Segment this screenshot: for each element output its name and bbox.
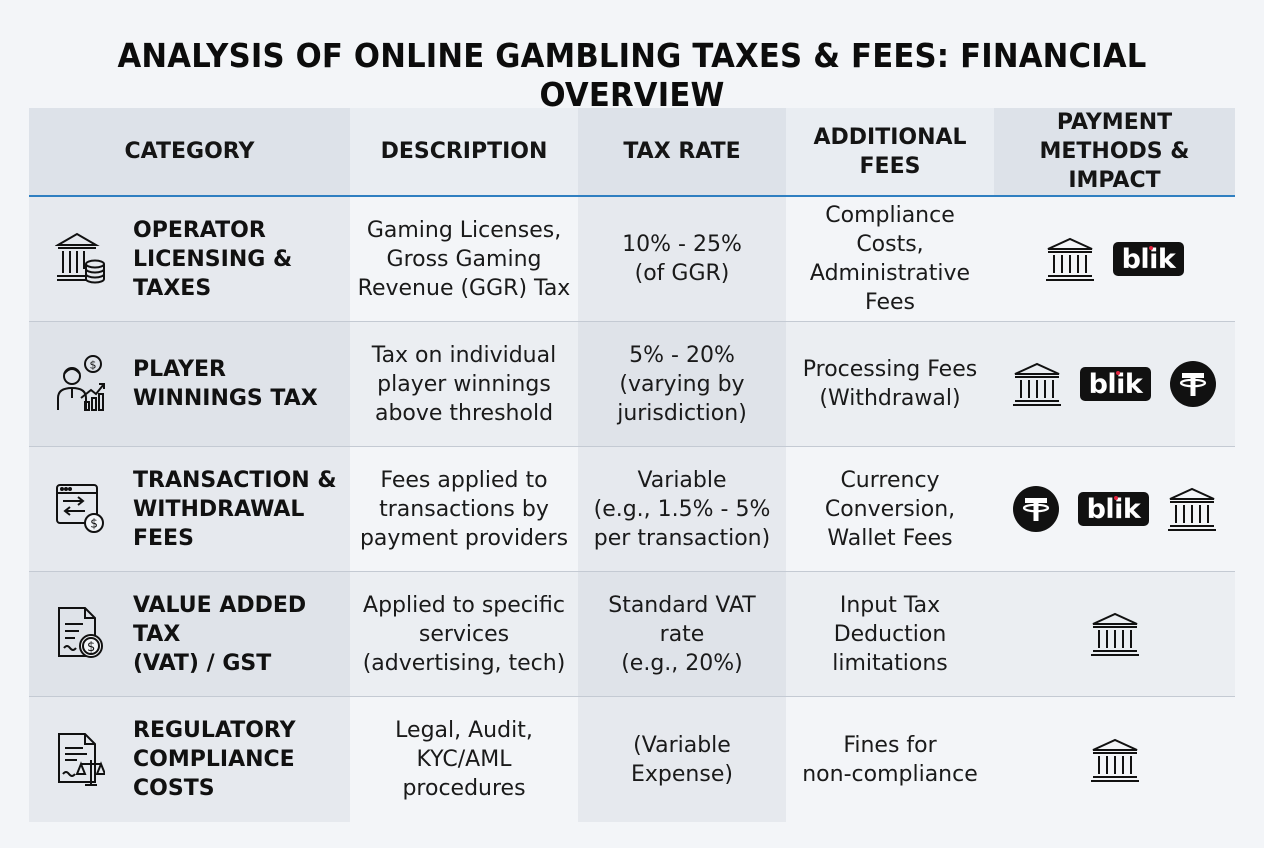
vat-document-icon: $ [55,604,105,664]
svg-text:$: $ [87,640,95,655]
table-row: $ TRANSACTION & WITHDRAWAL FEES Fees appli… [29,446,1235,572]
category-cell: REGULATORY COMPLIANCE COSTS [29,696,350,822]
table-row: $ PLAYER WINNINGS TAX Tax on individual pl… [29,321,1235,447]
additional-fees-cell: Fines for non-compliance [786,696,994,822]
tether-icon [1170,361,1217,407]
category-cell: OPERATOR LICENSING & TAXES [29,196,350,322]
category-cell: $ PLAYER WINNINGS TAX [29,321,350,447]
svg-text:$: $ [90,517,98,531]
player-winnings-icon: $ [55,354,105,414]
tax-rate-cell: 10% - 25% (of GGR) [578,196,786,322]
category-label: PLAYER WINNINGS TAX [133,357,318,411]
blik-logo-dot [1113,496,1118,500]
category-label: REGULATORY COMPLIANCE COSTS [133,718,296,801]
payment-methods-cell [994,571,1235,697]
bank-icon [1012,362,1061,406]
payment-methods [1000,611,1229,657]
header-description: DESCRIPTION [350,108,578,197]
category-label: TRANSACTION & WITHDRAWAL FEES [133,467,337,551]
payment-methods-cell: blik [994,446,1235,572]
compliance-document-icon [55,730,107,790]
header-additional-fees: ADDITIONAL FEES [786,108,994,197]
header-category: CATEGORY [29,108,350,197]
bank-icon [1090,612,1139,656]
category-label: VALUE ADDED TAX (VAT) / GST [133,592,307,676]
tax-rate-cell: Variable (e.g., 1.5% - 5% per transactio… [578,446,786,572]
payment-methods: blik [1000,485,1229,533]
blik-logo-dot [1148,246,1153,250]
bank-icon [1168,487,1217,531]
svg-text:$: $ [90,359,97,372]
payment-methods: blik [1000,236,1229,282]
description-cell: Legal, Audit, KYC/AML procedures [350,696,578,822]
tether-icon [1012,486,1059,532]
category-cell: $ TRANSACTION & WITHDRAWAL FEES [29,446,350,572]
tax-rate-cell: Standard VAT rate (e.g., 20%) [578,571,786,697]
blik-logo: blik [1079,367,1152,401]
payment-methods [1000,737,1229,783]
payment-methods-cell: blik [994,196,1235,322]
additional-fees-cell: Currency Conversion, Wallet Fees [786,446,994,572]
bank-icon [1090,738,1139,782]
table-row: $ VALUE ADDED TAX (VAT) / GST Applied to s… [29,571,1235,697]
tax-rate-cell: 5% - 20% (varying by jurisdiction) [578,321,786,447]
header-payment-methods: PAYMENT METHODS & IMPACT [994,108,1235,197]
category-label: OPERATOR LICENSING & TAXES [133,217,293,301]
blik-logo: blik [1077,492,1150,526]
description-cell: Fees applied to transactions by payment … [350,446,578,572]
header-tax-rate: TAX RATE [578,108,786,197]
table-row: OPERATOR LICENSING & TAXES Gaming License… [29,196,1235,322]
additional-fees-cell: Compliance Costs, Administrative Fees [786,196,994,322]
transaction-window-icon: $ [55,479,105,539]
blik-logo-dot [1115,371,1120,375]
blik-logo: blik [1112,242,1185,276]
table-row: REGULATORY COMPLIANCE COSTS Legal, Audit,… [29,696,1235,822]
bank-coins-icon [54,229,105,289]
description-cell: Gaming Licenses, Gross Gaming Revenue (G… [350,196,578,322]
payment-methods-cell [994,696,1235,822]
description-cell: Applied to specific services (advertisin… [350,571,578,697]
payment-methods-cell: blik [994,321,1235,447]
payment-methods: blik [1000,360,1229,408]
page-title: ANALYSIS OF ONLINE GAMBLING TAXES & FEES… [117,36,1147,114]
description-cell: Tax on individual player winnings above … [350,321,578,447]
additional-fees-cell: Processing Fees (Withdrawal) [786,321,994,447]
bank-icon [1045,237,1094,281]
additional-fees-cell: Input Tax Deduction limitations [786,571,994,697]
category-cell: $ VALUE ADDED TAX (VAT) / GST [29,571,350,697]
tax-fees-table: CATEGORY DESCRIPTION TAX RATE ADDITIONAL… [29,108,1235,822]
table-header-row: CATEGORY DESCRIPTION TAX RATE ADDITIONAL… [29,108,1235,197]
tax-rate-cell: (Variable Expense) [578,696,786,822]
